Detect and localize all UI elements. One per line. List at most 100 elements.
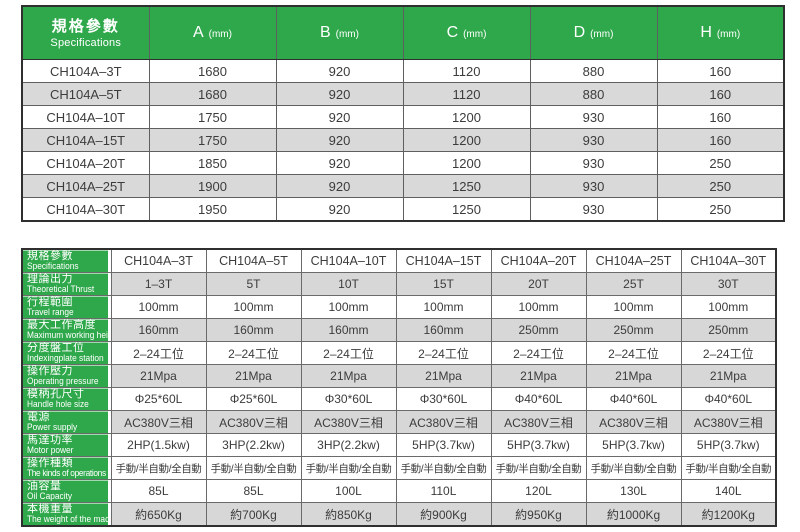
- dimension-value-cell: 250: [656, 151, 785, 175]
- dimensions-table-body: CH104A–3T 1680 920 1120 880 160 CH104A–5T 1680 9…: [21, 59, 785, 222]
- dimensions-row: CH104A–25T 1900 920 1250 930 250: [21, 174, 785, 198]
- spec-row: 油容量 Oil Capacity 85L 85L 100L 110L 120L 130L 140…: [21, 479, 777, 503]
- spec-label-zh: 模柄孔尺寸: [27, 388, 85, 400]
- spec-label-zh: 理論出力: [27, 273, 73, 285]
- spec-value-cell: 160mm: [300, 318, 397, 342]
- dimension-value-cell: 1200: [402, 151, 531, 175]
- spec-row-label: 操作壓力 Operating pressure: [21, 364, 112, 388]
- dimension-value-cell: 1750: [148, 105, 277, 129]
- spec-value-cell: AC380V三相: [205, 410, 302, 434]
- specifications-label-en: Specifications: [50, 36, 122, 49]
- dimension-column-header-A: A (mm): [148, 5, 277, 60]
- dimensions-row: CH104A–30T 1950 920 1250 930 250: [21, 197, 785, 222]
- spec-value-cell: 10T: [300, 272, 397, 296]
- spec-row: 分度盤工位 Indexingplate station 2–24工位 2–24工位 2–…: [21, 341, 777, 365]
- spec-value-cell: 2–24工位: [300, 341, 397, 365]
- dimensions-table: 規格參數 Specifications A (mm) B (mm) C (mm) D …: [21, 5, 785, 222]
- model-cell: CH104A–10T: [21, 105, 150, 129]
- spec-label-en: Travel range: [27, 307, 74, 318]
- spec-value-cell: 250mm: [680, 318, 777, 342]
- spec-value-cell: AC380V三相: [680, 410, 777, 434]
- dimension-value-cell: 920: [275, 82, 404, 106]
- spec-value-cell: Φ25*60L: [110, 387, 207, 411]
- spec-value-cell: AC380V三相: [110, 410, 207, 434]
- dimension-letter: C: [446, 24, 459, 41]
- dimension-value-cell: 1120: [402, 82, 531, 106]
- spec-value-cell: 5HP(3.7kw): [680, 433, 777, 457]
- spec-value-cell: 21Mpa: [680, 364, 777, 388]
- spec-row: 操作壓力 Operating pressure 21Mpa 21Mpa 21Mpa 21M…: [21, 364, 777, 388]
- dimension-letter: H: [700, 24, 713, 41]
- dimension-value-cell: 1200: [402, 128, 531, 152]
- spec-value-cell: 130L: [585, 479, 682, 503]
- spec-value-cell: 約900Kg: [395, 502, 492, 527]
- spec-value-cell: 手動/半自動/全自動: [395, 456, 492, 480]
- model-cell: CH104A–20T: [21, 151, 150, 175]
- spec-label-zh: 分度盤工位: [27, 342, 85, 354]
- dimension-value-cell: 1750: [148, 128, 277, 152]
- spec-value-cell: 21Mpa: [300, 364, 397, 388]
- spec-row: 規格參數 Specifications CH104A–3T CH104A–5T CH10…: [21, 248, 777, 273]
- spec-value-cell: 140L: [680, 479, 777, 503]
- spec-label-en: The kinds of operations: [27, 468, 106, 479]
- spec-table-body: 規格參數 Specifications CH104A–3T CH104A–5T CH10…: [21, 248, 777, 527]
- spec-value-cell: CH104A–25T: [585, 248, 682, 273]
- dimension-value-cell: 160: [656, 82, 785, 106]
- dimension-value-cell: 160: [656, 128, 785, 152]
- spec-value-cell: CH104A–10T: [300, 248, 397, 273]
- dimensions-row: CH104A–20T 1850 920 1200 930 250: [21, 151, 785, 175]
- spec-value-cell: Φ40*60L: [585, 387, 682, 411]
- dimension-value-cell: 930: [529, 151, 658, 175]
- dimension-value-cell: 250: [656, 197, 785, 222]
- spec-value-cell: 100mm: [585, 295, 682, 319]
- spec-value-cell: 手動/半自動/全自動: [205, 456, 302, 480]
- spec-value-cell: 約700Kg: [205, 502, 302, 527]
- dimension-value-cell: 930: [529, 105, 658, 129]
- spec-row-label: 行程範圍 Travel range: [21, 295, 112, 319]
- spec-row: 最大工作高度 Maximum working height 160mm 160mm 16…: [21, 318, 777, 342]
- dimensions-row: CH104A–3T 1680 920 1120 880 160: [21, 59, 785, 83]
- spec-value-cell: 2–24工位: [490, 341, 587, 365]
- dimension-column-header-H: H (mm): [656, 5, 785, 60]
- dimension-value-cell: 1680: [148, 82, 277, 106]
- dimension-value-cell: 1680: [148, 59, 277, 83]
- spec-label-en: Oil Capacity: [27, 491, 73, 502]
- spec-value-cell: AC380V三相: [395, 410, 492, 434]
- spec-value-cell: 2–24工位: [395, 341, 492, 365]
- spec-value-cell: 3HP(2.2kw): [300, 433, 397, 457]
- spec-label-zh: 最大工作高度: [27, 319, 96, 331]
- spec-value-cell: 約950Kg: [490, 502, 587, 527]
- spec-value-cell: 100mm: [490, 295, 587, 319]
- dimension-value-cell: 930: [529, 174, 658, 198]
- dimension-unit: (mm): [463, 29, 487, 40]
- spec-value-cell: AC380V三相: [585, 410, 682, 434]
- dimension-value-cell: 160: [656, 105, 785, 129]
- spec-value-cell: 手動/半自動/全自動: [490, 456, 587, 480]
- spec-label-zh: 馬達功率: [27, 434, 73, 446]
- spec-value-cell: 20T: [490, 272, 587, 296]
- dimension-value-cell: 930: [529, 128, 658, 152]
- spec-label-zh: 電源: [27, 411, 50, 423]
- spec-value-cell: 100mm: [205, 295, 302, 319]
- dimension-value-cell: 920: [275, 128, 404, 152]
- spec-value-cell: AC380V三相: [490, 410, 587, 434]
- spec-value-cell: 85L: [205, 479, 302, 503]
- spec-row-label: 模柄孔尺寸 Handle hole size: [21, 387, 112, 411]
- spec-value-cell: 手動/半自動/全自動: [300, 456, 397, 480]
- spec-row-label: 理論出力 Theoretical Thrust: [21, 272, 112, 296]
- dimension-value-cell: 920: [275, 105, 404, 129]
- spec-label-zh: 操作壓力: [27, 365, 73, 377]
- spec-label-zh: 行程範圍: [27, 296, 73, 308]
- model-cell: CH104A–5T: [21, 82, 150, 106]
- dimensions-header-row: 規格參數 Specifications A (mm) B (mm) C (mm) D …: [21, 5, 785, 60]
- spec-label-en: Specifications: [27, 261, 79, 272]
- dimension-letter: B: [320, 24, 332, 41]
- specifications-header-cell: 規格參數 Specifications: [21, 5, 150, 60]
- dimension-column-header-B: B (mm): [275, 5, 404, 60]
- spec-value-cell: 250mm: [585, 318, 682, 342]
- spec-label-en: Maximum working height: [27, 330, 111, 341]
- spec-value-cell: 5HP(3.7kw): [395, 433, 492, 457]
- spec-value-cell: 15T: [395, 272, 492, 296]
- spec-label-en: Theoretical Thrust: [27, 284, 95, 295]
- spec-label-en: Operating pressure: [27, 376, 99, 387]
